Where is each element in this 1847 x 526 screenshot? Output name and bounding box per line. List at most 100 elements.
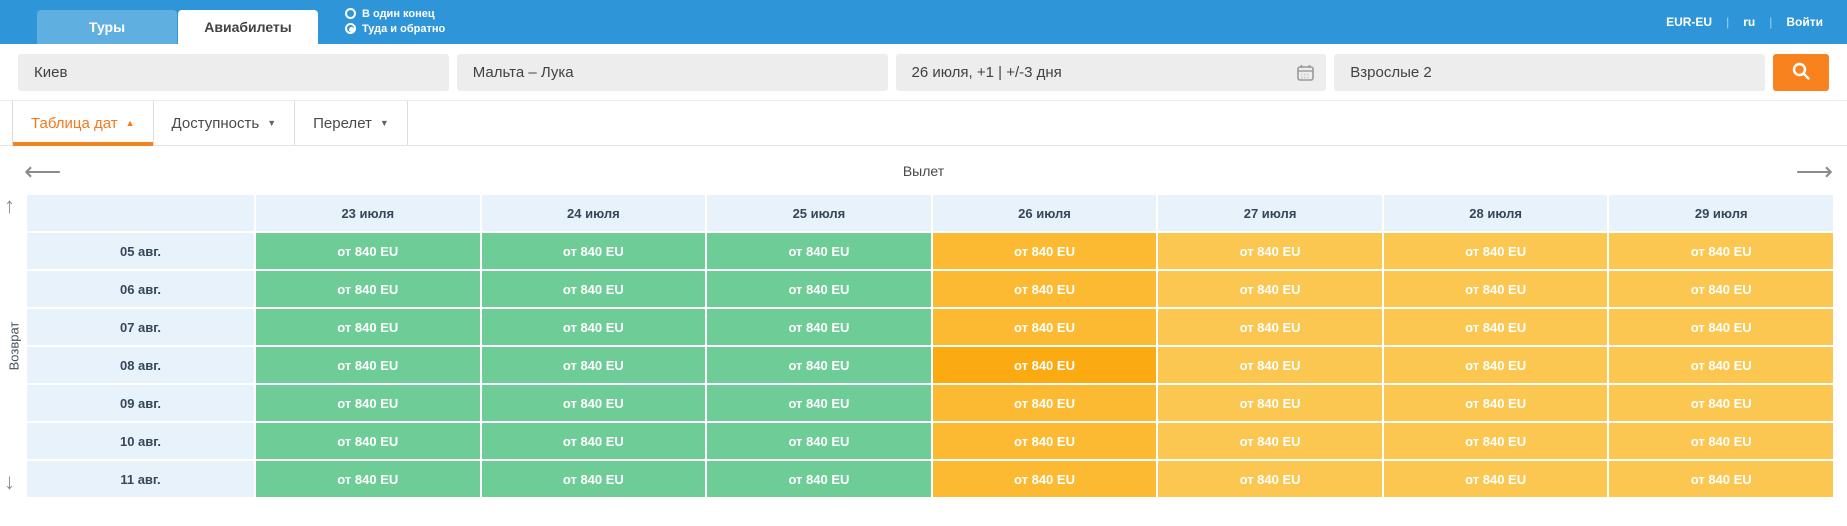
language-selector[interactable]: ru (1743, 15, 1756, 29)
price-cell[interactable]: от 840 EU (481, 385, 706, 421)
price-cell[interactable]: от 840 EU (1609, 385, 1833, 421)
passengers-value: Взрослые 2 (1350, 63, 1432, 81)
price-cell[interactable]: от 840 EU (932, 309, 1157, 345)
price-cell[interactable]: от 840 EU (256, 309, 480, 345)
departure-axis-title: Вылет (902, 162, 945, 179)
price-cell[interactable]: от 840 EU (707, 347, 931, 383)
currency-selector[interactable]: EUR-EU (1666, 15, 1713, 29)
price-cell[interactable]: от 840 EU (481, 423, 706, 459)
tab-availability-label: Доступность (171, 114, 260, 132)
search-button[interactable] (1773, 53, 1829, 91)
radio-one-way[interactable]: В один конец (345, 8, 445, 20)
date-price-matrix: 23 июля 24 июля 25 июля 26 июля 27 июля 28 ию… (27, 195, 1833, 497)
destination-input[interactable]: Мальта – Лука (456, 53, 888, 91)
dates-input[interactable]: 26 июля, +1 | +/-3 дня (895, 53, 1327, 91)
tab-tours[interactable]: Туры (37, 10, 177, 44)
prev-return-dates-arrow[interactable]: ↑ (4, 193, 15, 218)
price-cell[interactable]: от 840 EU (481, 347, 706, 383)
column-header: 24 июля (481, 195, 706, 231)
dates-value: 26 июля, +1 | +/-3 дня (911, 63, 1062, 81)
tab-flights[interactable]: Авиабилеты (178, 10, 318, 44)
prev-departure-dates-arrow[interactable]: ⟵ (24, 155, 62, 186)
price-cell[interactable]: от 840 EU (1609, 309, 1833, 345)
radio-one-way-label: В один конец (362, 7, 435, 20)
price-cell[interactable]: от 840 EU (707, 385, 931, 421)
price-cell[interactable]: от 840 EU (481, 461, 706, 497)
price-cell[interactable]: от 840 EU (707, 423, 931, 459)
price-cell[interactable]: от 840 EU (1158, 423, 1382, 459)
price-cell[interactable]: от 840 EU (256, 233, 480, 269)
price-cell[interactable]: от 840 EU (1609, 347, 1833, 383)
radio-checked-icon (345, 23, 356, 34)
price-cell[interactable]: от 840 EU (1158, 385, 1382, 421)
return-axis-title: Возврат (6, 321, 21, 371)
column-header: 28 июля (1383, 195, 1608, 231)
price-cell[interactable]: от 840 EU (256, 385, 480, 421)
price-cell[interactable]: от 840 EU (1158, 233, 1382, 269)
calendar-icon[interactable] (1297, 64, 1315, 85)
price-cell[interactable]: от 840 EU (707, 461, 931, 497)
price-cell[interactable]: от 840 EU (1158, 347, 1382, 383)
tab-availability[interactable]: Доступность ▼ (152, 101, 295, 145)
passengers-input[interactable]: Взрослые 2 (1334, 53, 1765, 91)
price-cell[interactable]: от 840 EU (932, 423, 1157, 459)
price-cell[interactable]: от 840 EU (256, 461, 480, 497)
price-cell[interactable]: от 840 EU (1383, 423, 1608, 459)
price-cell[interactable]: от 840 EU (1383, 233, 1608, 269)
date-price-matrix-area: ↑ Возврат ↓ 23 июля 24 июля 25 июля 26 июля… (0, 195, 1847, 497)
price-cell[interactable]: от 840 EU (1609, 423, 1833, 459)
tab-date-table[interactable]: Таблица дат ▲ (12, 101, 153, 146)
price-cell[interactable]: от 840 EU (932, 271, 1157, 307)
column-header: 27 июля (1158, 195, 1382, 231)
matrix-corner-cell (27, 195, 254, 231)
tab-flight-label: Перелет (313, 114, 372, 132)
price-cell[interactable]: от 840 EU (932, 347, 1157, 383)
destination-value: Мальта – Лука (472, 63, 574, 81)
price-cell[interactable]: от 840 EU (707, 309, 931, 345)
price-cell[interactable]: от 840 EU (1158, 271, 1382, 307)
search-icon (1791, 61, 1811, 84)
price-cell[interactable]: от 840 EU (1158, 309, 1382, 345)
column-header: 26 июля (932, 195, 1157, 231)
price-cell[interactable]: от 840 EU (1609, 233, 1833, 269)
price-cell[interactable]: от 840 EU (1158, 461, 1382, 497)
radio-round-trip[interactable]: Туда и обратно (345, 23, 445, 35)
price-cell[interactable]: от 840 EU (1609, 461, 1833, 497)
price-cell[interactable]: от 840 EU (1383, 461, 1608, 497)
column-header: 23 июля (256, 195, 480, 231)
price-cell[interactable]: от 840 EU (1609, 271, 1833, 307)
tab-flight[interactable]: Перелет ▼ (294, 101, 408, 145)
next-departure-dates-arrow[interactable]: ⟶ (1795, 155, 1833, 186)
price-cell[interactable]: от 840 EU (1383, 309, 1608, 345)
price-cell[interactable]: от 840 EU (256, 271, 480, 307)
price-cell[interactable]: от 840 EU (707, 233, 931, 269)
price-cell[interactable]: от 840 EU (932, 461, 1157, 497)
column-header: 25 июля (707, 195, 931, 231)
row-header: 10 авг. (27, 423, 254, 459)
price-cell[interactable]: от 840 EU (1383, 347, 1608, 383)
login-link[interactable]: Войти (1786, 15, 1823, 29)
price-cell[interactable]: от 840 EU (1383, 385, 1608, 421)
price-cell[interactable]: от 840 EU (481, 233, 706, 269)
price-cell[interactable]: от 840 EU (707, 271, 931, 307)
origin-value: Киев (34, 63, 68, 81)
origin-input[interactable]: Киев (18, 53, 449, 91)
price-cell[interactable]: от 840 EU (932, 385, 1157, 421)
row-header: 09 авг. (27, 385, 254, 421)
divider: | (1769, 15, 1773, 29)
row-header: 11 авг. (27, 461, 254, 497)
column-header: 29 июля (1609, 195, 1833, 231)
next-return-dates-arrow[interactable]: ↓ (4, 469, 15, 494)
row-header: 05 авг. (27, 233, 254, 269)
divider: | (1726, 15, 1730, 29)
caret-down-icon: ▼ (267, 118, 277, 128)
price-cell[interactable]: от 840 EU (1383, 271, 1608, 307)
price-cell[interactable]: от 840 EU (256, 423, 480, 459)
radio-unchecked-icon (345, 8, 356, 19)
price-cell[interactable]: от 840 EU (481, 309, 706, 345)
price-cell[interactable]: от 840 EU (481, 271, 706, 307)
row-header: 08 авг. (27, 347, 254, 383)
row-header: 07 авг. (27, 309, 254, 345)
price-cell[interactable]: от 840 EU (932, 233, 1157, 269)
price-cell[interactable]: от 840 EU (256, 347, 480, 383)
